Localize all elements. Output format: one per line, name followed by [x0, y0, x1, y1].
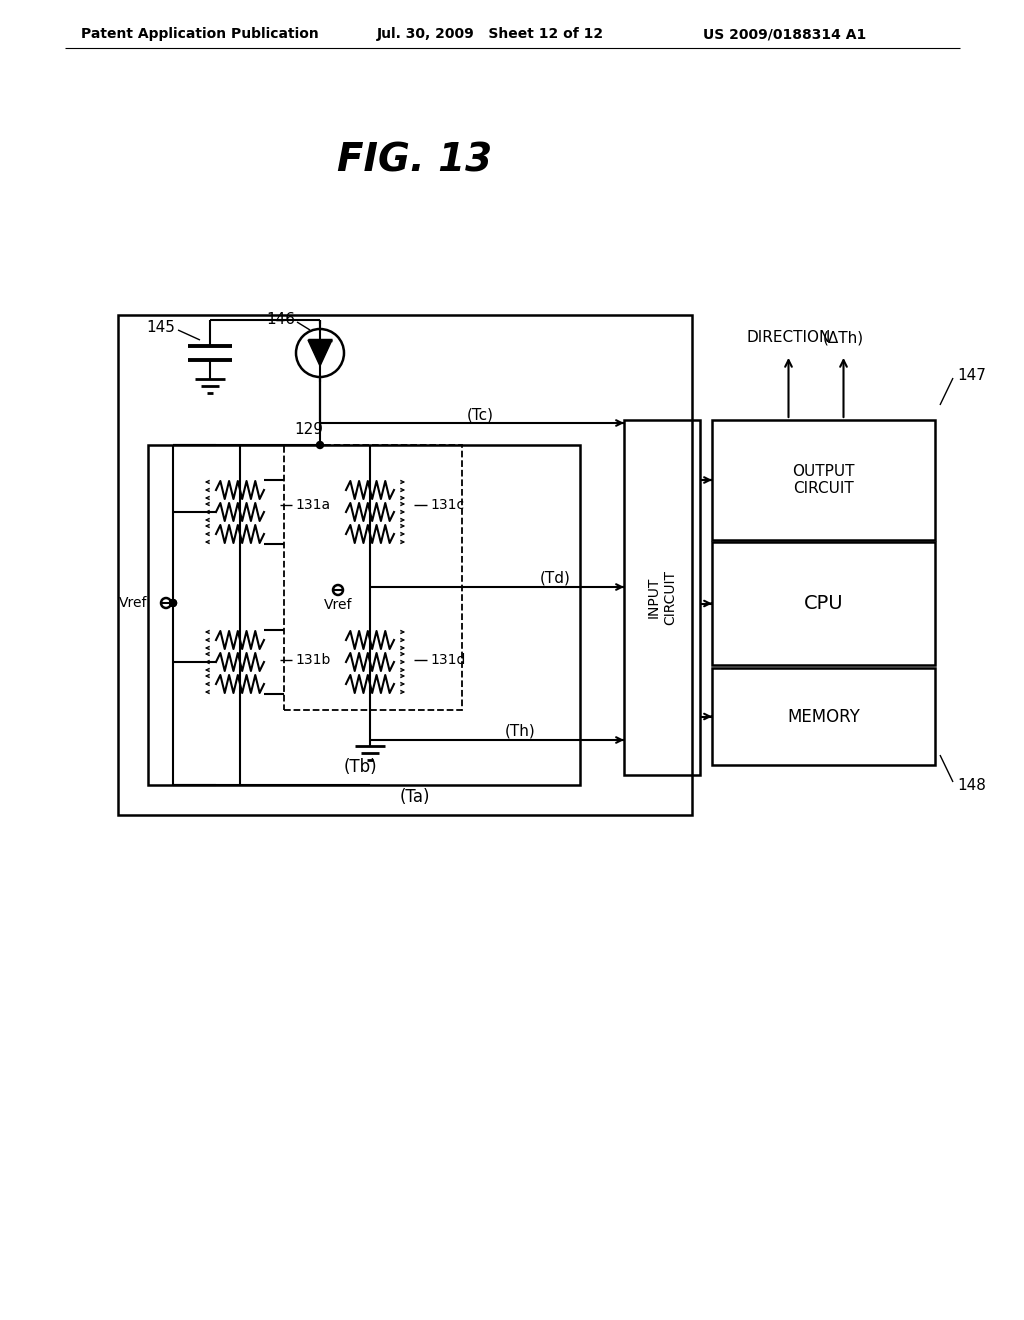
- Text: (Ta): (Ta): [399, 788, 430, 807]
- Polygon shape: [308, 341, 332, 366]
- Text: OUTPUT
CIRCUIT: OUTPUT CIRCUIT: [793, 463, 855, 496]
- Text: Jul. 30, 2009   Sheet 12 of 12: Jul. 30, 2009 Sheet 12 of 12: [377, 26, 603, 41]
- Text: CPU: CPU: [804, 594, 844, 612]
- Text: 129: 129: [294, 422, 323, 437]
- Bar: [284, 445, 462, 710]
- Text: (Tc): (Tc): [467, 408, 494, 422]
- Text: 147: 147: [957, 367, 986, 383]
- Text: INPUT
CIRCUIT: INPUT CIRCUIT: [647, 570, 677, 624]
- Text: 146: 146: [266, 313, 295, 327]
- Text: (Tb): (Tb): [343, 758, 377, 776]
- Bar: [712, 668, 935, 766]
- Text: 131d: 131d: [430, 653, 465, 667]
- Text: Vref: Vref: [324, 598, 352, 612]
- Bar: [624, 420, 700, 775]
- Circle shape: [170, 599, 176, 606]
- Text: 148: 148: [957, 777, 986, 792]
- Circle shape: [316, 441, 324, 449]
- Text: MEMORY: MEMORY: [787, 708, 860, 726]
- Text: (Th): (Th): [505, 723, 536, 738]
- Text: 131a: 131a: [295, 498, 330, 512]
- Circle shape: [170, 599, 176, 606]
- Bar: [118, 315, 692, 814]
- Bar: [712, 420, 935, 540]
- Text: (ΔTh): (ΔTh): [823, 330, 864, 346]
- Text: FIG. 13: FIG. 13: [338, 141, 493, 180]
- Bar: [148, 445, 580, 785]
- Text: US 2009/0188314 A1: US 2009/0188314 A1: [703, 26, 866, 41]
- Text: Vref: Vref: [119, 597, 147, 610]
- Text: 131b: 131b: [295, 653, 331, 667]
- Text: (Td): (Td): [540, 570, 570, 586]
- Text: Patent Application Publication: Patent Application Publication: [81, 26, 318, 41]
- Text: DIRECTION: DIRECTION: [746, 330, 830, 346]
- Text: 131c: 131c: [430, 498, 464, 512]
- Text: 145: 145: [146, 319, 175, 334]
- Bar: [712, 543, 935, 665]
